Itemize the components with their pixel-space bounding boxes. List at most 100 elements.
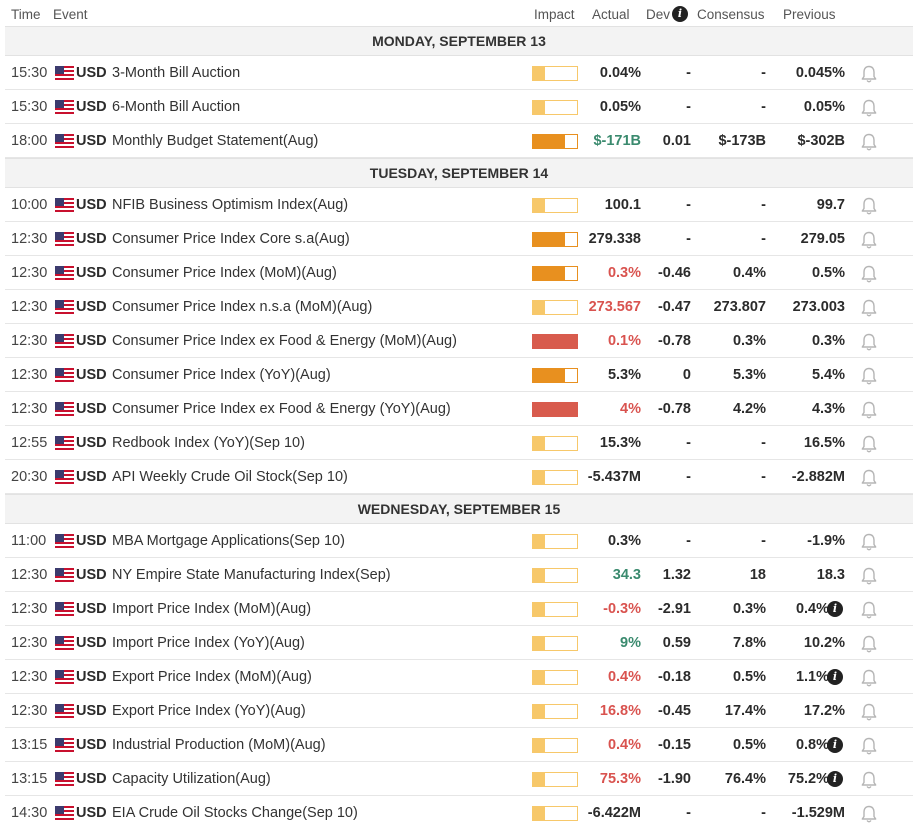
event-name[interactable]: Consumer Price Index Core s.a(Aug) xyxy=(112,231,350,247)
bell-icon[interactable] xyxy=(860,634,878,654)
event-row[interactable]: 13:15 USD Capacity Utilization(Aug) 75.3… xyxy=(5,762,913,796)
event-currency: USD xyxy=(76,133,107,149)
event-row[interactable]: 12:30 USD Import Price Index (YoY)(Aug) … xyxy=(5,626,913,660)
event-row[interactable]: 10:00 USD NFIB Business Optimism Index(A… xyxy=(5,188,913,222)
header-time[interactable]: Time xyxy=(11,7,41,22)
event-deviation: 0 xyxy=(682,367,691,383)
header-event[interactable]: Event xyxy=(53,7,88,22)
impact-bar xyxy=(532,402,578,417)
event-row[interactable]: 12:55 USD Redbook Index (YoY)(Sep 10) 15… xyxy=(5,426,913,460)
bell-icon[interactable] xyxy=(860,230,878,250)
header-actual[interactable]: Actual xyxy=(592,7,630,22)
dev-info-icon[interactable]: i xyxy=(672,6,688,22)
event-row[interactable]: 18:00 USD Monthly Budget Statement(Aug) … xyxy=(5,124,913,158)
event-currency: USD xyxy=(76,435,107,451)
event-time: 15:30 xyxy=(11,99,48,115)
event-name[interactable]: Import Price Index (MoM)(Aug) xyxy=(112,601,312,617)
event-name[interactable]: Industrial Production (MoM)(Aug) xyxy=(112,737,326,753)
bell-icon[interactable] xyxy=(860,600,878,620)
impact-bar xyxy=(532,602,578,617)
event-name[interactable]: MBA Mortgage Applications(Sep 10) xyxy=(112,533,345,549)
header-consensus[interactable]: Consensus xyxy=(697,7,765,22)
bell-icon[interactable] xyxy=(860,668,878,688)
event-name[interactable]: Consumer Price Index (YoY)(Aug) xyxy=(112,367,331,383)
day-header: TUESDAY, SEPTEMBER 14 xyxy=(5,158,913,188)
header-previous[interactable]: Previous xyxy=(783,7,836,22)
bell-icon[interactable] xyxy=(860,532,878,552)
event-time: 10:00 xyxy=(11,197,48,213)
bell-icon[interactable] xyxy=(860,736,878,756)
header-dev[interactable]: Dev xyxy=(646,7,671,22)
event-consensus: - xyxy=(761,65,766,81)
event-actual: 9% xyxy=(620,635,641,651)
event-row[interactable]: 12:30 USD Consumer Price Index (YoY)(Aug… xyxy=(5,358,913,392)
event-row[interactable]: 12:30 USD Import Price Index (MoM)(Aug) … xyxy=(5,592,913,626)
event-consensus: - xyxy=(761,197,766,213)
bell-icon[interactable] xyxy=(860,770,878,790)
event-name[interactable]: Consumer Price Index ex Food & Energy (Y… xyxy=(112,401,451,417)
bell-icon[interactable] xyxy=(860,132,878,152)
event-name[interactable]: Consumer Price Index (MoM)(Aug) xyxy=(112,265,337,281)
bell-icon[interactable] xyxy=(860,566,878,586)
event-row[interactable]: 14:30 USD EIA Crude Oil Stocks Change(Se… xyxy=(5,796,913,827)
event-row[interactable]: 12:30 USD Consumer Price Index ex Food &… xyxy=(5,392,913,426)
event-name[interactable]: Capacity Utilization(Aug) xyxy=(112,771,271,787)
bell-icon[interactable] xyxy=(860,400,878,420)
previous-info-icon[interactable]: i xyxy=(827,737,843,753)
previous-info-icon[interactable]: i xyxy=(827,771,843,787)
event-name[interactable]: NFIB Business Optimism Index(Aug) xyxy=(112,197,349,213)
event-row[interactable]: 13:15 USD Industrial Production (MoM)(Au… xyxy=(5,728,913,762)
bell-icon[interactable] xyxy=(860,434,878,454)
us-flag-icon xyxy=(55,134,74,148)
event-name[interactable]: Redbook Index (YoY)(Sep 10) xyxy=(112,435,305,451)
event-name[interactable]: Consumer Price Index n.s.a (MoM)(Aug) xyxy=(112,299,373,315)
event-row[interactable]: 11:00 USD MBA Mortgage Applications(Sep … xyxy=(5,524,913,558)
event-name[interactable]: Export Price Index (MoM)(Aug) xyxy=(112,669,312,685)
event-currency: USD xyxy=(76,469,107,485)
header-impact[interactable]: Impact xyxy=(534,7,575,22)
event-name[interactable]: 3-Month Bill Auction xyxy=(112,65,241,81)
event-row[interactable]: 12:30 USD Export Price Index (YoY)(Aug) … xyxy=(5,694,913,728)
event-consensus: $-173B xyxy=(718,133,766,149)
event-row[interactable]: 12:30 USD NY Empire State Manufacturing … xyxy=(5,558,913,592)
bell-icon[interactable] xyxy=(860,366,878,386)
event-previous: -1.529M xyxy=(791,805,845,821)
event-time: 12:30 xyxy=(11,367,48,383)
bell-icon[interactable] xyxy=(860,64,878,84)
impact-bar xyxy=(532,368,578,383)
bell-icon[interactable] xyxy=(860,264,878,284)
event-row[interactable]: 12:30 USD Export Price Index (MoM)(Aug) … xyxy=(5,660,913,694)
event-consensus: - xyxy=(761,435,766,451)
bell-icon[interactable] xyxy=(860,98,878,118)
event-name[interactable]: Monthly Budget Statement(Aug) xyxy=(112,133,319,149)
bell-icon[interactable] xyxy=(860,702,878,722)
event-row[interactable]: 15:30 USD 3-Month Bill Auction 0.04% - -… xyxy=(5,56,913,90)
event-name[interactable]: Export Price Index (YoY)(Aug) xyxy=(112,703,306,719)
previous-info-icon[interactable]: i xyxy=(827,601,843,617)
bell-icon[interactable] xyxy=(860,298,878,318)
event-consensus: 76.4% xyxy=(724,771,766,787)
event-row[interactable]: 12:30 USD Consumer Price Index ex Food &… xyxy=(5,324,913,358)
event-time: 15:30 xyxy=(11,65,48,81)
event-name[interactable]: EIA Crude Oil Stocks Change(Sep 10) xyxy=(112,805,358,821)
bell-icon[interactable] xyxy=(860,196,878,216)
event-deviation: 0.01 xyxy=(662,133,691,149)
event-consensus: - xyxy=(761,805,766,821)
previous-info-icon[interactable]: i xyxy=(827,669,843,685)
event-name[interactable]: API Weekly Crude Oil Stock(Sep 10) xyxy=(112,469,348,485)
event-name[interactable]: NY Empire State Manufacturing Index(Sep) xyxy=(112,567,391,583)
event-time: 12:55 xyxy=(11,435,48,451)
event-consensus: 18 xyxy=(749,567,766,583)
event-row[interactable]: 20:30 USD API Weekly Crude Oil Stock(Sep… xyxy=(5,460,913,494)
event-row[interactable]: 12:30 USD Consumer Price Index Core s.a(… xyxy=(5,222,913,256)
us-flag-icon xyxy=(55,334,74,348)
bell-icon[interactable] xyxy=(860,332,878,352)
event-name[interactable]: Import Price Index (YoY)(Aug) xyxy=(112,635,305,651)
event-row[interactable]: 12:30 USD Consumer Price Index n.s.a (Mo… xyxy=(5,290,913,324)
event-name[interactable]: 6-Month Bill Auction xyxy=(112,99,241,115)
event-row[interactable]: 12:30 USD Consumer Price Index (MoM)(Aug… xyxy=(5,256,913,290)
bell-icon[interactable] xyxy=(860,804,878,824)
bell-icon[interactable] xyxy=(860,468,878,488)
event-name[interactable]: Consumer Price Index ex Food & Energy (M… xyxy=(112,333,457,349)
event-row[interactable]: 15:30 USD 6-Month Bill Auction 0.05% - -… xyxy=(5,90,913,124)
